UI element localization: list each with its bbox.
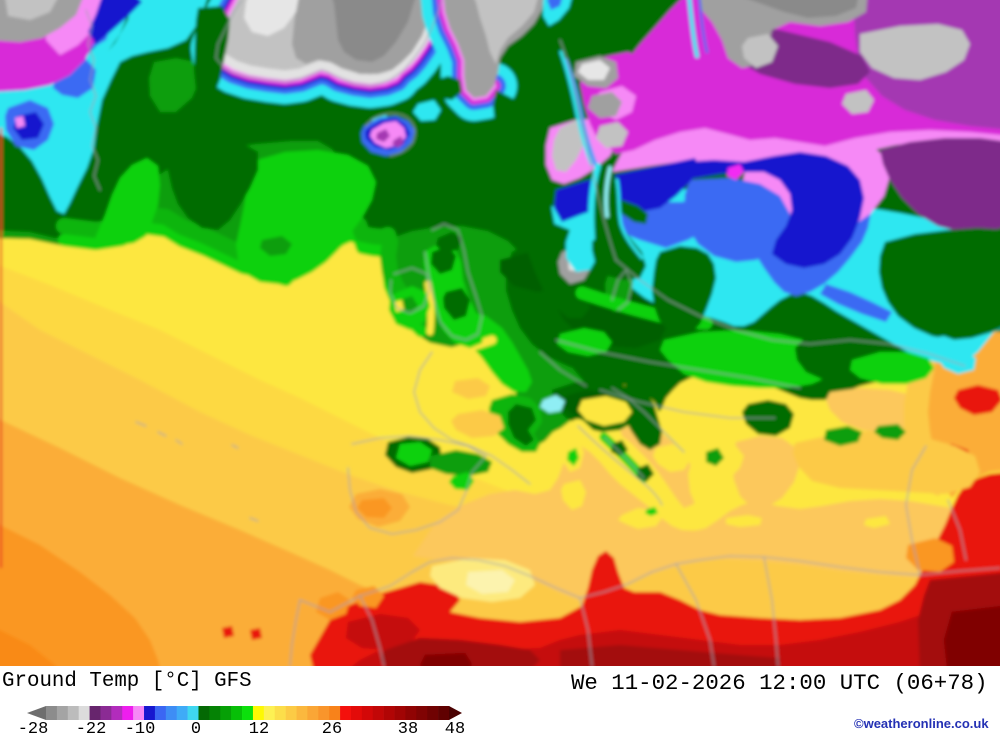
svg-text:-22: -22 <box>76 720 107 733</box>
svg-text:-28: -28 <box>18 720 49 733</box>
svg-text:0: 0 <box>191 720 201 733</box>
svg-text:38: 38 <box>398 720 418 733</box>
svg-text:12: 12 <box>249 720 269 733</box>
svg-text:48: 48 <box>445 720 465 733</box>
svg-text:-10: -10 <box>125 720 156 733</box>
svg-text:26: 26 <box>322 720 342 733</box>
